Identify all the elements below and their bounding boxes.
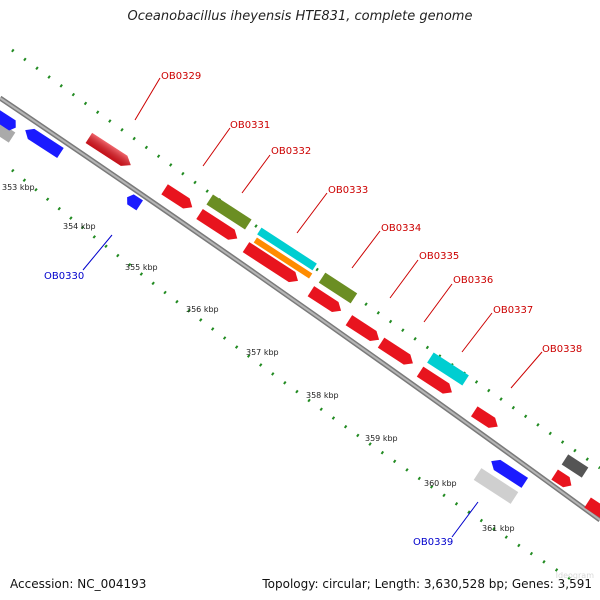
gene-ob0330-arrow[interactable] — [124, 192, 143, 211]
tick-357: 357 kbp — [246, 348, 279, 357]
label-ob0332: OB0332 — [271, 146, 311, 157]
gene-ob0337b-arrow[interactable] — [416, 366, 455, 398]
gene-ob0329-arrow[interactable] — [85, 132, 134, 170]
tick-356: 356 kbp — [186, 305, 219, 314]
label-ob0339: OB0339 — [413, 537, 453, 548]
label-ob0338: OB0338 — [542, 344, 582, 355]
gene-edge-a-arrow[interactable] — [551, 469, 574, 491]
accession-text: Accession: NC_004193 — [10, 577, 147, 591]
tick-359: 359 kbp — [365, 434, 398, 443]
gene-ob0338-arrow[interactable] — [470, 406, 501, 431]
gene-ob0335-arrow[interactable] — [307, 286, 345, 316]
gene-edge-b-arrow[interactable] — [584, 497, 600, 519]
label-ob0329: OB0329 — [161, 71, 201, 82]
label-ob0331: OB0331 — [230, 120, 270, 131]
gene-ob0334-arrow[interactable] — [318, 272, 358, 304]
gene-ob0333-orange-arrow[interactable] — [253, 237, 313, 279]
label-ob0334: OB0334 — [381, 223, 421, 234]
tick-358: 358 kbp — [306, 391, 339, 400]
genome-backbone — [0, 95, 600, 523]
gene-ob0331-arrow[interactable] — [161, 184, 195, 212]
gene-ob0339-gray-arrow[interactable] — [473, 468, 519, 504]
label-ob0333: OB0333 — [328, 185, 368, 196]
label-ob0336: OB0336 — [453, 275, 493, 286]
watermark: Ideogram — [555, 571, 594, 580]
tick-353: 353 kbp — [2, 183, 35, 192]
gene-left-blue-a[interactable] — [0, 108, 19, 132]
gene-left-blue-b[interactable] — [22, 125, 64, 159]
label-ob0335: OB0335 — [419, 251, 459, 262]
label-ob0337: OB0337 — [493, 305, 533, 316]
gene-ob0339-arrow[interactable] — [488, 456, 529, 488]
genome-title: Oceanobacillus iheyensis HTE831, complet… — [127, 9, 473, 24]
tick-361: 361 kbp — [482, 524, 515, 533]
gene-ob0337-arrow[interactable] — [427, 352, 469, 386]
gene-ob0336-arrow[interactable] — [345, 315, 383, 345]
label-ob0330: OB0330 — [44, 271, 84, 282]
gene-ob0332-arrow[interactable] — [206, 194, 252, 230]
gene-gray-arrow[interactable] — [561, 454, 589, 478]
callout-lines — [82, 77, 543, 538]
gene-left-gray[interactable] — [0, 119, 16, 143]
inner-dotted-arc — [11, 168, 581, 587]
gene-ob0333-arrow[interactable] — [257, 227, 317, 271]
gene-ob0337a-arrow[interactable] — [377, 337, 416, 369]
tick-360: 360 kbp — [424, 479, 457, 488]
gene-ob0332b-arrow[interactable] — [196, 208, 240, 244]
tick-354: 354 kbp — [63, 222, 96, 231]
gene-ob0333-red-arrow[interactable] — [242, 242, 302, 286]
topology-text: Topology: circular; Length: 3,630,528 bp… — [262, 577, 592, 591]
tick-355: 355 kbp — [125, 263, 158, 272]
